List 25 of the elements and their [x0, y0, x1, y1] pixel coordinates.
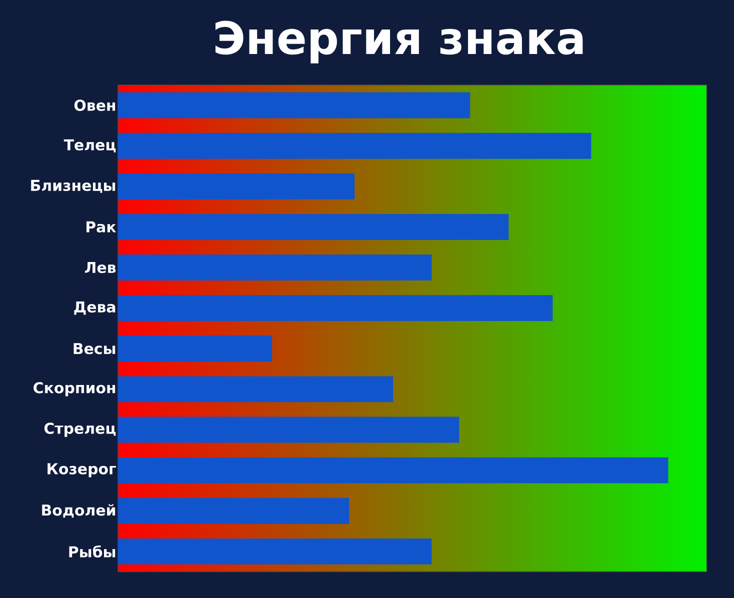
y-tick-label: Лев — [84, 262, 116, 274]
y-tick-label: Рак — [86, 221, 116, 233]
chart-title: Энергия знака — [215, 20, 583, 64]
bar — [118, 498, 350, 524]
bar — [118, 336, 272, 362]
y-tick-label: Близнецы — [31, 180, 116, 193]
y-tick-label: Скорпион — [34, 382, 116, 396]
y-tick-label: Овен — [74, 100, 116, 111]
bar — [118, 295, 553, 322]
y-tick-label: Телец — [64, 139, 116, 152]
bar — [118, 416, 460, 443]
y-tick-label: Водолей — [42, 504, 116, 518]
y-tick-label: Стрелец — [44, 422, 116, 437]
bar — [118, 376, 394, 402]
y-tick-label: Рыбы — [69, 545, 116, 558]
bar — [118, 92, 470, 118]
bar — [118, 538, 432, 564]
bar — [118, 214, 509, 240]
bar — [118, 457, 668, 484]
y-tick-label: Козерог — [48, 463, 116, 478]
bar — [118, 173, 355, 200]
y-tick-label: Дева — [74, 301, 116, 315]
bar — [118, 132, 592, 159]
y-tick-label: Весы — [74, 343, 116, 354]
bar — [118, 254, 432, 280]
